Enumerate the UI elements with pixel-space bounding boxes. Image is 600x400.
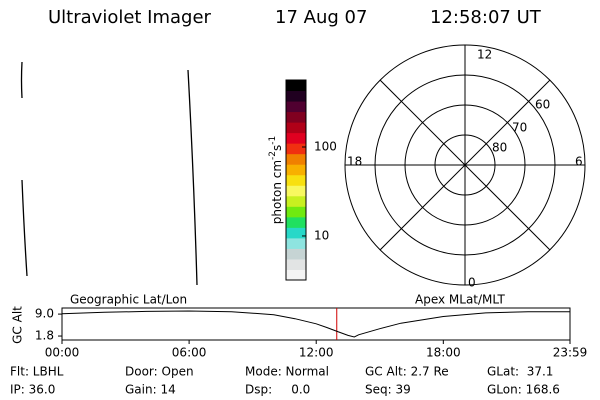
colorbar-tick-label: 10 — [314, 228, 329, 242]
colorbar-swatch — [286, 227, 306, 239]
y-tick-label: 9.0 — [35, 307, 54, 321]
image-edge — [187, 69, 198, 286]
label-part: s — [270, 145, 284, 151]
colorbar-swatch — [286, 153, 306, 165]
colorbar-swatch — [286, 90, 306, 102]
status-field: Door: Open — [125, 365, 194, 379]
colorbar-swatch — [286, 216, 306, 228]
x-tick-label: 06:00 — [172, 346, 207, 360]
status-field: Dsp: 0.0 — [245, 383, 310, 397]
colorbar-swatch — [286, 164, 306, 176]
mlt-label: 0 — [468, 276, 476, 290]
status-field: Mode: Normal — [245, 365, 329, 379]
axis — [379, 79, 551, 251]
x-tick-label: 00:00 — [45, 346, 80, 360]
colorbar-swatch — [286, 269, 306, 281]
title: Ultraviolet Imager — [48, 7, 212, 28]
status-field: GLon: 168.6 — [487, 383, 560, 397]
colorbar-swatch — [286, 174, 306, 186]
status-field: Gain: 14 — [125, 383, 176, 397]
plot-label: Geographic Lat/Lon — [70, 293, 187, 307]
label-part: photon cm — [270, 160, 284, 224]
ring-label: 70 — [512, 121, 527, 135]
colorbar-swatch — [286, 111, 306, 123]
colorbar-frame — [285, 79, 307, 281]
x-tick-label: 12:00 — [299, 346, 334, 360]
status-field: IP: 36.0 — [10, 383, 55, 397]
image-area — [20, 61, 198, 286]
status-field: GC Alt: 2.7 Re — [365, 365, 449, 379]
label-sup: -2 — [268, 151, 278, 160]
status-field: Flt: LBHL — [10, 365, 64, 379]
colorbar-swatch — [286, 248, 306, 260]
colorbar-swatch — [286, 122, 306, 134]
x-tick-label: 18:00 — [426, 346, 461, 360]
colorbar-swatch — [286, 80, 306, 92]
image-edge — [21, 179, 28, 277]
colorbar-label: photon cm-2s-1 — [268, 136, 284, 225]
y-axis-label: GC Alt — [11, 306, 25, 344]
colorbar-swatch — [286, 132, 306, 144]
status-field: GLat: 37.1 — [487, 365, 553, 379]
colorbar-swatch — [286, 237, 306, 249]
label-sup: -1 — [268, 136, 278, 145]
image-edge — [20, 61, 23, 99]
date: 17 Aug 07 — [275, 7, 367, 28]
mlt-label: 18 — [347, 155, 362, 169]
status-field: Seq: 39 — [365, 383, 411, 397]
ring-label: 60 — [535, 98, 550, 112]
colorbar-swatch — [286, 195, 306, 207]
mlt-label: 12 — [477, 48, 492, 62]
colorbar-swatch — [286, 258, 306, 270]
time: 12:58:07 UT — [430, 7, 542, 28]
x-tick-label: 23:59 — [553, 346, 588, 360]
colorbar-tick-label: 100 — [314, 139, 337, 153]
colorbar-swatch — [286, 206, 306, 218]
mlt-label: 6 — [575, 155, 583, 169]
colorbar-swatch — [286, 101, 306, 113]
plot-label: Apex MLat/MLT — [415, 293, 505, 307]
y-tick-label: 1.8 — [35, 329, 54, 343]
colorbar-swatch — [286, 143, 306, 155]
data-line — [61, 310, 570, 338]
ring-label: 80 — [492, 141, 507, 155]
colorbar-swatch — [286, 185, 306, 197]
polar-grid — [344, 44, 586, 286]
